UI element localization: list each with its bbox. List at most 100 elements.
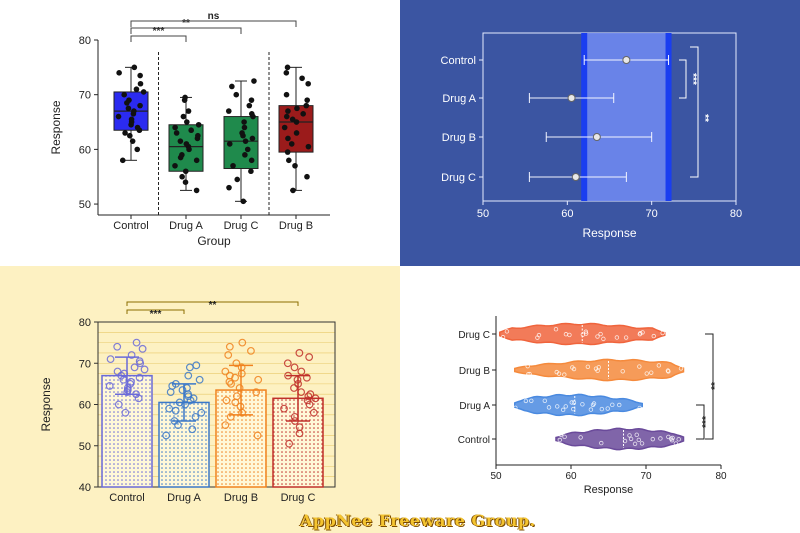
y-tick-label: Drug B — [442, 132, 476, 144]
data-point — [254, 375, 263, 384]
data-point — [253, 431, 262, 440]
mean-point — [567, 94, 576, 102]
data-point — [570, 365, 575, 370]
band-edge-right — [665, 33, 672, 201]
significance-label: *** — [150, 309, 162, 320]
data-point — [192, 361, 201, 370]
data-point — [227, 379, 235, 388]
data-point — [249, 135, 256, 142]
data-point — [133, 86, 140, 93]
data-point — [177, 138, 184, 144]
data-point — [182, 179, 189, 185]
data-point — [193, 187, 200, 194]
data-point — [284, 64, 291, 71]
data-point — [500, 335, 506, 340]
data-point — [302, 373, 311, 382]
violin — [514, 393, 643, 417]
data-point — [226, 141, 233, 147]
data-point — [248, 157, 255, 164]
y-tick-label: 40 — [79, 482, 91, 494]
data-point — [556, 371, 562, 376]
data-point — [283, 113, 290, 120]
data-point — [305, 400, 314, 409]
mean-point — [592, 133, 601, 141]
y-tick-label: Drug C — [458, 330, 490, 341]
x-tick-label: 50 — [490, 471, 502, 482]
data-point — [588, 407, 594, 412]
data-point — [527, 371, 532, 377]
data-point — [285, 135, 291, 142]
data-point — [172, 124, 178, 131]
data-point — [644, 371, 649, 376]
data-point — [306, 390, 315, 399]
y-tick-label: Drug B — [459, 366, 490, 377]
data-point — [251, 78, 257, 84]
data-point — [188, 425, 197, 434]
data-point — [567, 332, 572, 338]
data-point — [119, 157, 126, 164]
data-point — [113, 367, 122, 376]
data-point — [580, 402, 585, 407]
data-point — [283, 91, 290, 98]
data-point — [294, 379, 303, 388]
data-point — [131, 64, 138, 71]
data-point — [673, 441, 679, 446]
significance-bracket — [126, 301, 299, 306]
data-point — [121, 91, 127, 98]
x-tick-label: Drug C — [224, 220, 259, 232]
data-point — [115, 113, 122, 120]
data-point — [134, 124, 141, 131]
significance-bracket — [679, 59, 687, 99]
data-point — [221, 367, 230, 376]
data-point — [639, 441, 645, 446]
data-point — [138, 344, 147, 353]
data-point — [241, 124, 248, 131]
data-point — [578, 435, 583, 440]
data-point — [285, 108, 291, 114]
data-point — [650, 436, 656, 442]
y-tick-label: 80 — [79, 317, 91, 329]
bar-chart: 40 50 60 70 80 Response Control Drug A Drug B Dru… — [39, 300, 336, 504]
data-point — [614, 335, 620, 340]
data-point — [226, 412, 235, 421]
bar-chart-panel: 40 50 60 70 80 Response Control Drug A Drug B Dru… — [0, 266, 400, 533]
data-point — [193, 157, 200, 164]
significance-label: ** — [209, 300, 217, 311]
data-point — [225, 342, 234, 351]
y-tick-label: 50 — [79, 199, 91, 211]
data-point — [225, 371, 234, 380]
data-point — [246, 102, 253, 109]
data-point — [598, 331, 603, 337]
data-point — [137, 72, 143, 79]
x-tick-label: 80 — [730, 208, 742, 220]
x-tick-label: 60 — [565, 471, 577, 482]
data-point — [162, 431, 171, 440]
data-point — [195, 132, 201, 139]
y-tick-label: Control — [441, 55, 476, 67]
significance-label: *** — [687, 73, 698, 85]
data-point — [222, 396, 231, 405]
data-point — [171, 379, 180, 388]
data-point — [640, 330, 645, 335]
data-point — [293, 375, 302, 384]
data-point — [303, 396, 312, 405]
data-point — [513, 405, 518, 411]
interval-plot-panel: 50 60 70 80 Response Control Drug A Drug B Drug … — [400, 0, 800, 266]
data-point — [297, 388, 306, 397]
data-point — [290, 187, 296, 194]
data-point — [183, 141, 190, 147]
data-point — [283, 359, 292, 368]
x-tick-label: 70 — [646, 208, 658, 220]
data-point — [634, 432, 639, 438]
data-point — [284, 371, 292, 380]
data-point — [248, 111, 255, 117]
data-point — [571, 400, 577, 405]
data-point — [595, 368, 600, 373]
data-point — [252, 388, 261, 397]
box-plot-panel: 50 60 70 80 Response Group Control Drug A Drug C… — [0, 0, 400, 266]
data-point — [555, 404, 560, 409]
data-point — [280, 404, 288, 413]
data-point — [127, 377, 135, 386]
data-point — [240, 198, 247, 205]
data-point — [114, 400, 123, 409]
